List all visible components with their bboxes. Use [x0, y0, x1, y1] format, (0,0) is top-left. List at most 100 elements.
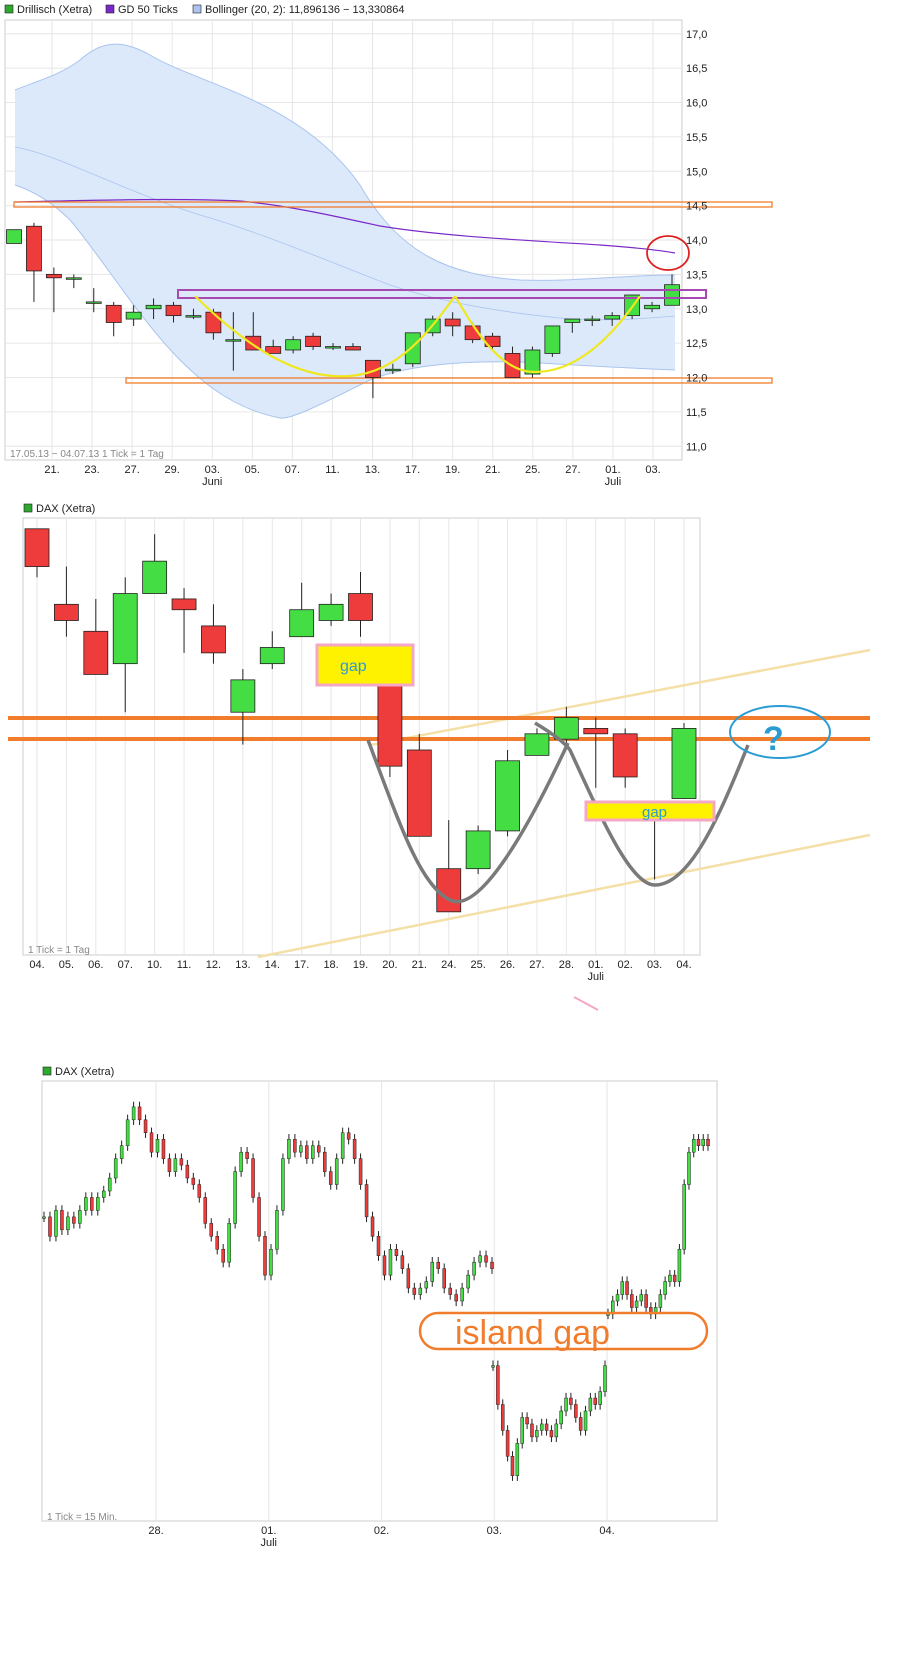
candle-body — [588, 1397, 593, 1412]
intraday-candle — [478, 1250, 482, 1268]
candle-body — [305, 1145, 309, 1159]
candle — [406, 733, 432, 837]
candle — [318, 593, 344, 626]
candle-body — [48, 1216, 52, 1237]
intraday-candle — [701, 1134, 705, 1151]
candle — [305, 332, 321, 350]
candle-body — [491, 1365, 495, 1368]
candle — [436, 820, 462, 913]
x-tick-label: 14. — [265, 959, 280, 971]
candle-body — [525, 1417, 529, 1425]
candle — [83, 598, 109, 675]
intraday-candle — [221, 1244, 225, 1268]
candle-body — [83, 630, 109, 675]
candle-body — [155, 1138, 160, 1153]
channel-lower-line — [257, 833, 871, 959]
candle-body — [66, 1216, 70, 1231]
intraday-candle — [658, 1289, 663, 1313]
candle-body — [107, 1177, 112, 1192]
intraday-candle — [155, 1134, 160, 1158]
candle-body — [230, 679, 256, 713]
candle-body — [663, 1281, 667, 1295]
intraday-candle — [535, 1425, 539, 1443]
candle — [285, 336, 302, 354]
x-tick-label: 03. — [205, 464, 220, 476]
y-tick-label: 13,0 — [686, 304, 707, 316]
intraday-candle — [500, 1399, 505, 1436]
candle-body — [682, 1184, 686, 1250]
horizontal-lines — [8, 716, 870, 741]
candle-body — [672, 1274, 677, 1282]
candle-body — [101, 1190, 106, 1198]
candle-body — [42, 1216, 46, 1219]
legend-swatch-dax — [42, 1066, 52, 1076]
candle-body — [460, 1287, 464, 1302]
intraday-candle — [131, 1101, 136, 1125]
candle-body — [524, 733, 550, 756]
gd50-line — [14, 198, 676, 254]
island-gap-box — [418, 1311, 709, 1351]
candle-body — [500, 1404, 505, 1431]
candle-body — [639, 1294, 644, 1302]
candle — [604, 312, 621, 326]
candle-body — [394, 1248, 399, 1256]
x-tick-label: 29. — [165, 464, 180, 476]
intraday-candle — [96, 1192, 100, 1216]
intraday-candle — [578, 1412, 583, 1436]
candle — [384, 363, 401, 375]
candle-body — [125, 1119, 130, 1146]
candle-body — [370, 1216, 375, 1237]
candle-body — [263, 1236, 267, 1276]
candle-body — [251, 1158, 255, 1198]
candle-body — [412, 1287, 417, 1295]
candle-body — [346, 1132, 351, 1140]
candles — [24, 528, 697, 913]
candle — [165, 301, 182, 323]
intraday-candle — [275, 1205, 279, 1255]
x-tick-label: 05. — [245, 464, 260, 476]
candle-body — [593, 1397, 598, 1405]
plot-frame — [41, 1080, 718, 1522]
candle-body — [671, 728, 697, 799]
intraday-candle — [334, 1153, 339, 1190]
intraday-candle — [539, 1418, 544, 1436]
intraday-candle — [593, 1392, 598, 1410]
x-tick-label: 03. — [645, 464, 660, 476]
intraday-candle — [311, 1140, 315, 1164]
intraday-candle — [574, 1399, 578, 1423]
x-tick-label: 28. — [148, 1525, 163, 1537]
chart-footer: 17.05.13 − 04.07.13 1 Tick = 1 Tag — [10, 449, 164, 460]
candle — [289, 582, 315, 638]
candle-body — [259, 647, 285, 665]
candle-body — [377, 684, 403, 767]
candle-body — [54, 603, 79, 621]
intraday-candle — [454, 1289, 458, 1307]
breakout-circle — [646, 235, 690, 271]
intraday-candle — [520, 1412, 524, 1449]
legend-label-dax: DAX (Xetra) — [36, 503, 95, 515]
intraday-candle — [554, 1418, 559, 1443]
intraday-candle — [364, 1179, 369, 1223]
intraday-candle — [630, 1289, 634, 1313]
candle-body — [549, 1430, 554, 1438]
intraday-candle — [119, 1140, 124, 1164]
candle-body — [334, 1158, 339, 1185]
candle-body — [505, 1430, 510, 1457]
x-tick-label: 03. — [647, 959, 662, 971]
intraday-candle — [107, 1172, 112, 1197]
candle-body — [584, 318, 601, 321]
y-tick-label: 14,5 — [686, 201, 707, 213]
candle-body — [167, 1158, 172, 1172]
candle-body — [96, 1197, 100, 1211]
x-tick-label: 20. — [382, 959, 397, 971]
intraday-candle — [143, 1114, 148, 1138]
candle-body — [495, 760, 520, 832]
candle — [125, 305, 142, 326]
intraday-candle — [60, 1205, 64, 1235]
candle — [404, 332, 421, 368]
intraday-candle — [370, 1211, 375, 1242]
candle-body — [328, 1171, 333, 1185]
candle-body — [583, 728, 609, 735]
candle-body — [185, 315, 202, 318]
intraday-candle — [668, 1269, 672, 1287]
